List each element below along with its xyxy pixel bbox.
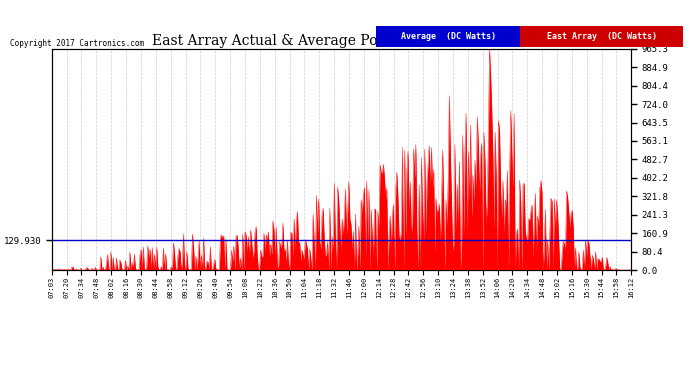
Bar bbox=[376, 26, 520, 47]
Text: Copyright 2017 Cartronics.com: Copyright 2017 Cartronics.com bbox=[10, 39, 144, 48]
Text: East Array  (DC Watts): East Array (DC Watts) bbox=[546, 32, 657, 41]
Title: East Array Actual & Average Power Sun Nov 5  16:25: East Array Actual & Average Power Sun No… bbox=[152, 34, 531, 48]
Text: Average  (DC Watts): Average (DC Watts) bbox=[401, 32, 495, 41]
Bar bbox=[520, 26, 683, 47]
